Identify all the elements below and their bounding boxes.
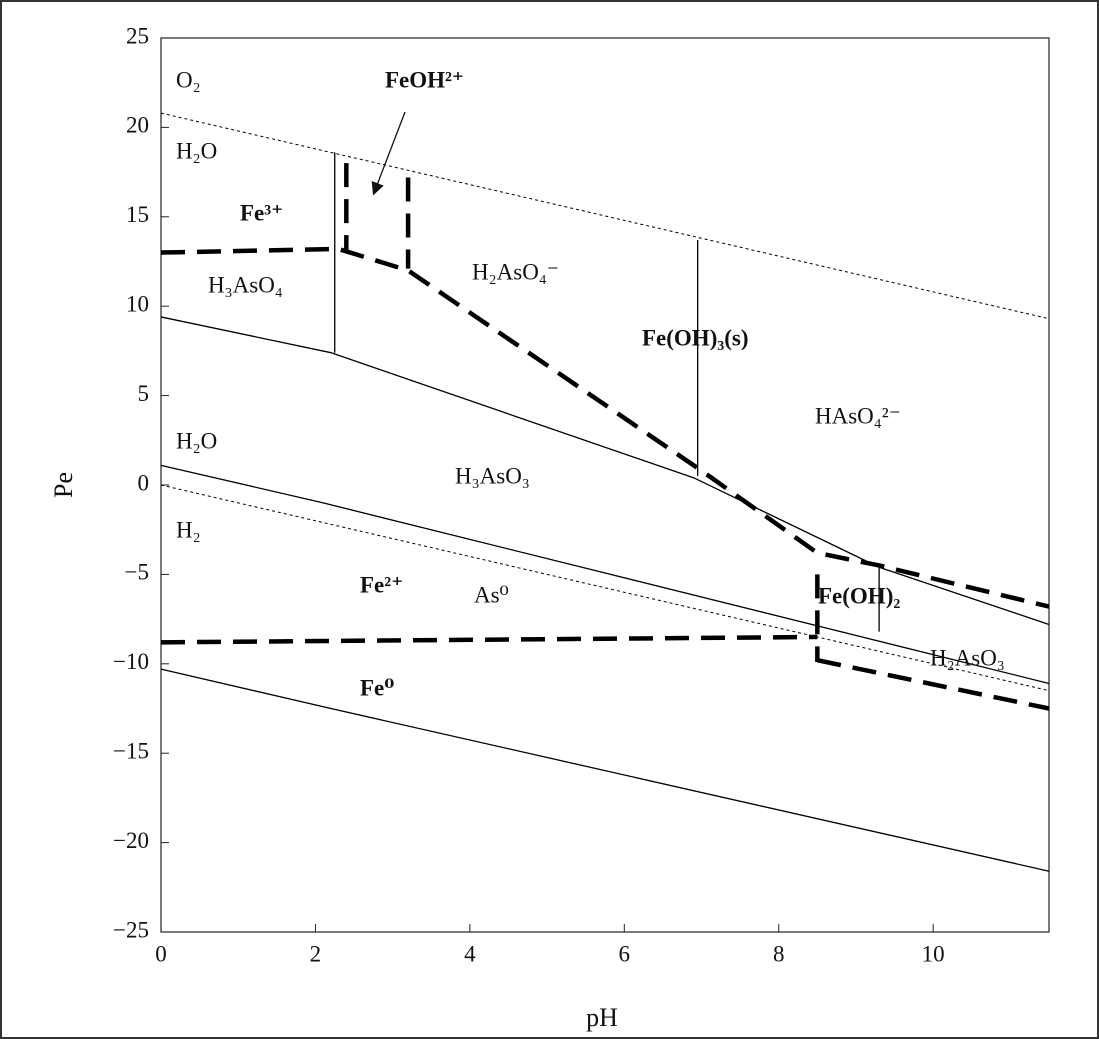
y-tick-label: 5	[138, 381, 150, 406]
y-tick-label: −20	[113, 828, 149, 853]
region-label: O₂	[176, 67, 201, 92]
chart: pH Pe 0 2 4 6 8 10 −25 −20 −15 −10 −5 0 5 10 15 20 25 O₂ F…	[0, 0, 1099, 1039]
y-tick-label: −5	[125, 560, 149, 585]
region-label: Fe(OH)₂	[818, 583, 900, 608]
region-label: Fe⁰	[360, 675, 394, 700]
y-tick-label: 10	[126, 291, 149, 316]
y-tick-label: 15	[126, 202, 149, 227]
region-label: Fe²⁺	[360, 572, 403, 597]
curve	[161, 485, 1049, 691]
y-tick-label: −25	[113, 917, 149, 942]
plot-area	[161, 38, 1049, 932]
region-label: As⁰	[474, 582, 509, 607]
region-label: H₃AsO₃	[455, 463, 530, 488]
curve	[161, 669, 1049, 871]
region-label: Fe(OH)₃(s)	[642, 325, 749, 350]
region-label: H₃AsO₄	[208, 272, 283, 297]
region-label: H₂O	[176, 428, 217, 453]
x-tick-label: 8	[773, 941, 785, 966]
region-label: HAsO₄²⁻	[815, 403, 901, 428]
region-label: Fe³⁺	[240, 200, 283, 225]
y-tick-label: −15	[113, 738, 149, 763]
x-tick-label: 4	[464, 941, 476, 966]
frame	[1, 1, 1098, 1038]
y-tick-label: −10	[113, 649, 149, 674]
x-axis-label: pH	[586, 1003, 618, 1032]
curve	[161, 249, 1049, 607]
x-tick-label: 0	[155, 941, 167, 966]
arrow	[374, 112, 405, 193]
region-label: H₂AsO₃	[930, 645, 1005, 670]
curve	[161, 113, 1049, 319]
region-label: H₂O	[176, 138, 217, 163]
region-label: FeOH²⁺	[385, 67, 464, 92]
curve	[161, 317, 1049, 625]
x-tick-label: 2	[310, 941, 322, 966]
curve	[161, 637, 817, 642]
region-label: H₂	[176, 517, 201, 542]
y-tick-label: 25	[126, 23, 149, 48]
x-tick-label: 6	[619, 941, 631, 966]
x-tick-label: 10	[922, 941, 945, 966]
y-tick-label: 0	[138, 470, 150, 495]
y-tick-label: 20	[126, 113, 149, 138]
region-label: H₂AsO₄⁻	[472, 259, 559, 284]
y-axis-label: Pe	[49, 472, 78, 498]
